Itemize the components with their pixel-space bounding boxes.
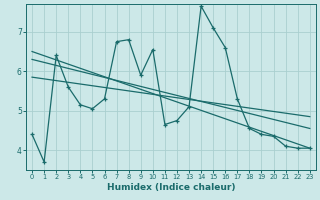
X-axis label: Humidex (Indice chaleur): Humidex (Indice chaleur) — [107, 183, 235, 192]
